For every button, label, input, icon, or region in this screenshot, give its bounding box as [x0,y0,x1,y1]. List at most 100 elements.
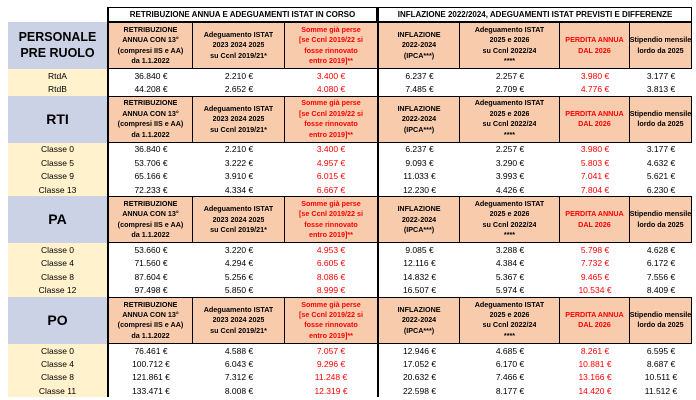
column-header-line: lordo da 2025 [637,119,684,129]
column-header-line: (compresi IIS e AA) [117,45,184,55]
value-cell: 9.085 € [377,243,460,257]
column-header-line: Stipendio mensile [630,108,692,118]
column-header-line: [se Ccnl 2019/22 si [299,309,363,319]
column-header-line: INFLAZIONE [397,204,441,214]
column-header-6: PERDITA ANNUA DAL 2026 [560,22,630,69]
section-name-line: PERSONALE [18,29,97,44]
column-header-line: 2022-2024 [401,114,437,124]
column-header-line: fosse rinnovato [304,119,358,129]
column-header-line: RETRIBUZIONE [123,98,178,108]
row-label: Classe 4 [8,357,107,371]
column-header-line: **** [503,330,516,340]
value-cell: 11.248 € [285,370,377,385]
column-header-line: 2023 2024 2025 [212,114,265,124]
value-cell: 2.652 € [193,82,285,96]
column-header-line: PERDITA ANNUA [565,309,624,319]
value-cell: 44.208 € [107,82,193,96]
section-name-line: PO [47,311,68,328]
column-header-line: (IPCA***) [403,225,435,235]
value-cell: 3.980 € [560,142,630,157]
value-cell: 7.804 € [560,182,630,197]
value-cell: 3.813 € [630,82,692,96]
section-name-line: PRE RUOLO [20,45,95,60]
column-header-line: da 1.1.2022 [131,330,170,340]
value-cell: 5.621 € [630,169,692,183]
column-header-line: Somme già perse [301,299,361,309]
value-cell: 53.660 € [107,243,193,257]
value-cell: 7.041 € [560,169,630,183]
value-cell: 7.732 € [560,256,630,271]
column-header-line: Adeguamento ISTAT [474,98,545,108]
column-header-line: INFLAZIONE [397,103,441,113]
band-spacer-cell [8,7,107,22]
value-cell: 7.057 € [285,343,377,358]
value-cell: 3.177 € [630,69,692,83]
column-header-4: INFLAZIONE 2022-2024 (IPCA***) [377,296,460,344]
column-header-line: 2023 2024 2025 [212,40,265,50]
value-cell: 6.043 € [193,357,285,371]
column-header-line: lordo da 2025 [637,45,684,55]
column-header-line: Adeguamento ISTAT [203,29,274,39]
column-header-5: Adeguamento ISTAT 2025 e 2026 su Ccnl 2022… [460,22,560,69]
value-cell: 6.605 € [285,256,377,271]
column-header-line: su Ccnl 2019/21* [210,225,267,235]
value-cell: 100.712 € [107,357,193,371]
row-label: RtdA [8,69,107,83]
value-cell: 14.420 € [560,384,630,398]
value-cell: 6.230 € [630,182,692,197]
value-cell: 3.177 € [630,142,692,157]
row-label: Classe 13 [8,182,107,197]
value-cell: 4.384 € [460,256,560,271]
value-cell: 65.166 € [107,169,193,183]
column-header-line: Stipendio mensile [630,309,692,319]
value-cell: 3.220 € [193,243,285,257]
column-header-line: su Ccnl 2022/24 [482,320,537,330]
value-cell: 2.210 € [193,142,285,157]
column-header-line: INFLAZIONE [397,29,441,39]
value-cell: 4.632 € [630,156,692,170]
value-cell: 5.256 € [193,270,285,284]
value-cell: 11.512 € [630,384,692,398]
value-cell: 36.840 € [107,69,193,83]
column-header-line: 2022-2024 [401,40,437,50]
value-cell: 71.560 € [107,256,193,271]
value-cell: 4.776 € [560,82,630,96]
value-cell: 87.604 € [107,270,193,284]
value-cell: 12.319 € [285,384,377,398]
section-name-pa: PA [8,196,107,244]
column-header-6: PERDITA ANNUA DAL 2026 [560,95,630,143]
value-cell: 5.974 € [460,283,560,297]
value-cell: 10.511 € [630,370,692,385]
column-header-line: PERDITA ANNUA [565,108,624,118]
value-cell: 53.706 € [107,156,193,170]
column-header-line: lordo da 2025 [637,320,684,330]
column-header-line: su Ccnl 2019/21* [210,124,267,134]
column-header-line: DAL 2026 [578,219,611,229]
column-header-line: Somme già perse [301,198,361,208]
column-header-3: Somme già perse [se Ccnl 2019/22 si fosse … [285,296,377,344]
value-cell: 133.471 € [107,384,193,398]
value-cell: 7.312 € [193,370,285,385]
value-cell: 4.953 € [285,243,377,257]
row-label: Classe 8 [8,270,107,284]
value-cell: 6.237 € [377,142,460,157]
section-name-rti: RTI [8,95,107,143]
column-header-line: entro 2019]** [309,230,353,240]
column-header-line: entro 2019]** [309,129,353,139]
column-header-line: RETRIBUZIONE [123,198,178,208]
column-header-line: 2025 e 2026 [489,309,530,319]
value-cell: 4.628 € [630,243,692,257]
column-header-line: **** [503,55,516,65]
value-cell: 4.294 € [193,256,285,271]
value-cell: 5.798 € [560,243,630,257]
column-header-3: Somme già perse [se Ccnl 2019/22 si fosse … [285,196,377,244]
column-header-line: fosse rinnovato [304,45,358,55]
column-header-7: Stipendio mensile lordo da 2025 [630,196,692,244]
value-cell: 4.957 € [285,156,377,170]
section-name-line: PA [48,211,67,228]
value-cell: 10.534 € [560,283,630,297]
column-header-line: 2025 e 2026 [489,35,530,45]
column-header-5: Adeguamento ISTAT 2025 e 2026 su Ccnl 2022… [460,95,560,143]
value-cell: 5.367 € [460,270,560,284]
